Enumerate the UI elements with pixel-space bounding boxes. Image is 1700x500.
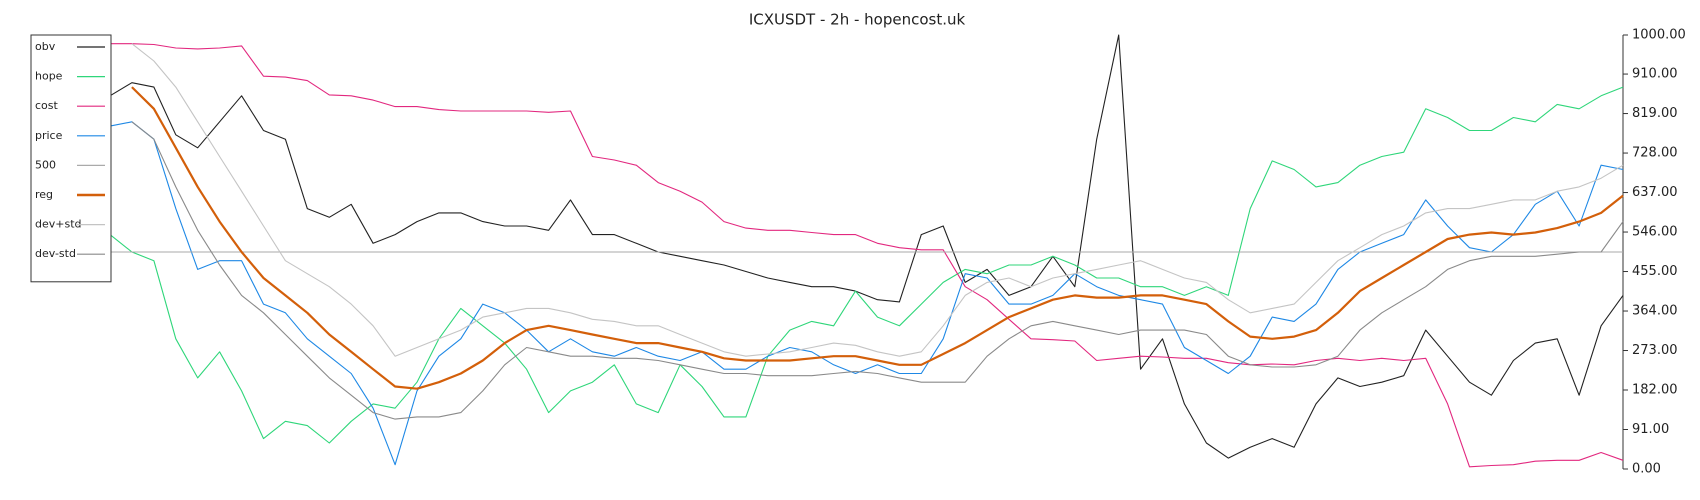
series-line bbox=[131, 121, 1624, 420]
legend-label: dev+std bbox=[35, 218, 82, 231]
y-tick-label: 728.00 bbox=[1632, 146, 1678, 161]
legend-label: price bbox=[35, 129, 63, 142]
legend-label: reg bbox=[35, 188, 53, 201]
y-tick-label: 910.00 bbox=[1632, 67, 1678, 82]
legend-label: cost bbox=[35, 99, 59, 112]
y-tick-label: 273.00 bbox=[1632, 343, 1678, 358]
legend-label: hope bbox=[35, 70, 63, 83]
y-tick-label: 546.00 bbox=[1632, 225, 1678, 240]
chart-title: ICXUSDT - 2h - hopencost.uk bbox=[749, 11, 966, 29]
series-line bbox=[109, 86, 1624, 444]
legend-label: 500 bbox=[35, 158, 56, 171]
series-line bbox=[110, 43, 1624, 468]
legend-label: dev-std bbox=[35, 247, 76, 260]
y-tick-label: 182.00 bbox=[1632, 383, 1678, 398]
y-tick-label: 0.00 bbox=[1632, 462, 1661, 477]
series-line bbox=[131, 43, 1624, 357]
series-line bbox=[109, 121, 1624, 466]
series-line bbox=[109, 34, 1624, 459]
y-tick-label: 364.00 bbox=[1632, 304, 1678, 319]
y-tick-label: 637.00 bbox=[1632, 185, 1678, 200]
series-line bbox=[131, 86, 1624, 390]
y-tick-label: 455.00 bbox=[1632, 264, 1678, 279]
y-tick-label: 1000.00 bbox=[1632, 28, 1686, 43]
legend-label: obv bbox=[35, 40, 56, 53]
y-tick-label: 91.00 bbox=[1632, 422, 1669, 437]
y-tick-label: 819.00 bbox=[1632, 106, 1678, 121]
